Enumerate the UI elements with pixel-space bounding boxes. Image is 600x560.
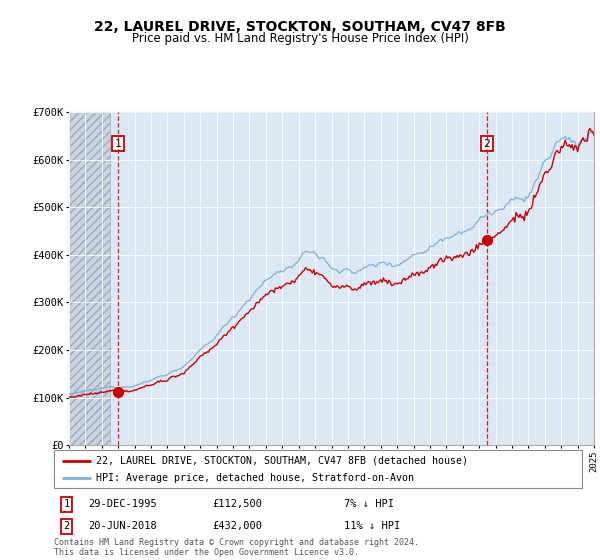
Text: Contains HM Land Registry data © Crown copyright and database right 2024.
This d: Contains HM Land Registry data © Crown c…: [54, 538, 419, 557]
Bar: [69, 112, 110, 445]
Text: £432,000: £432,000: [212, 521, 262, 531]
Text: 11% ↓ HPI: 11% ↓ HPI: [344, 521, 401, 531]
Text: 2: 2: [64, 521, 70, 531]
FancyBboxPatch shape: [54, 450, 582, 488]
Text: 1: 1: [64, 500, 70, 509]
Text: 1: 1: [115, 139, 121, 148]
Text: 29-DEC-1995: 29-DEC-1995: [88, 500, 157, 509]
Bar: [69, 112, 110, 445]
Text: 7% ↓ HPI: 7% ↓ HPI: [344, 500, 394, 509]
Text: HPI: Average price, detached house, Stratford-on-Avon: HPI: Average price, detached house, Stra…: [96, 473, 414, 483]
Text: 22, LAUREL DRIVE, STOCKTON, SOUTHAM, CV47 8FB: 22, LAUREL DRIVE, STOCKTON, SOUTHAM, CV4…: [94, 20, 506, 34]
Text: 20-JUN-2018: 20-JUN-2018: [88, 521, 157, 531]
Text: 22, LAUREL DRIVE, STOCKTON, SOUTHAM, CV47 8FB (detached house): 22, LAUREL DRIVE, STOCKTON, SOUTHAM, CV4…: [96, 455, 468, 465]
Text: £112,500: £112,500: [212, 500, 262, 509]
Text: Price paid vs. HM Land Registry's House Price Index (HPI): Price paid vs. HM Land Registry's House …: [131, 32, 469, 45]
Text: 2: 2: [484, 139, 490, 148]
